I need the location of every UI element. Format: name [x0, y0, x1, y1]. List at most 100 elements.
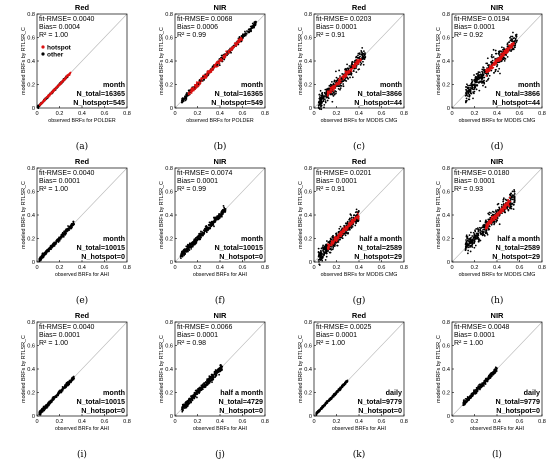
point-other: [468, 93, 471, 96]
fit-rmse: fit-RMSE= 0.0180: [454, 170, 510, 177]
point-other: [326, 88, 328, 90]
point-other: [480, 232, 482, 235]
point-other: [319, 253, 321, 255]
point-other: [473, 246, 476, 249]
point-hotspot: [240, 39, 242, 41]
x-axis-label: observed BRFs for POLDER: [186, 118, 254, 124]
hotspot-points: [484, 41, 515, 77]
panel-title: Red: [352, 3, 367, 12]
point-other: [477, 230, 480, 233]
point-other: [471, 242, 474, 245]
scatter-panel: NIR 0 0.2 0.4 0.6 0.8 0 0.2 0.4 0.6 0.8 observed BR…: [138, 0, 277, 153]
point-hotspot: [352, 221, 355, 224]
point-other: [362, 56, 365, 59]
point-other: [488, 213, 491, 216]
point-hotspot: [345, 74, 348, 77]
point-other: [355, 222, 357, 225]
bias: Bias= 0.0006: [177, 24, 218, 31]
point-other: [249, 27, 251, 30]
bias: Bias= 0.0001: [454, 24, 495, 31]
point-other: [324, 88, 327, 91]
y-tick-label: 0: [170, 106, 173, 112]
n-total: N_total=10015: [76, 397, 125, 406]
point-other: [362, 57, 365, 60]
x-tick-label: 0.8: [123, 265, 131, 271]
point-other: [196, 238, 199, 241]
point-other: [512, 37, 515, 40]
point-hotspot: [345, 72, 348, 75]
point-other: [324, 100, 327, 103]
period-label: month: [103, 234, 125, 243]
point-other: [486, 57, 489, 60]
period-label: half a month: [359, 234, 402, 243]
point-hotspot: [351, 220, 354, 223]
point-other: [331, 248, 334, 251]
point-other: [215, 217, 218, 219]
point-other: [319, 255, 321, 258]
x-tick-label: 0.4: [355, 265, 363, 271]
point-other: [244, 30, 246, 33]
point-other: [481, 76, 484, 79]
x-axis-label: observed BRFs for AHI: [55, 272, 109, 278]
point-other: [43, 406, 46, 409]
point-hotspot: [69, 72, 71, 75]
x-tick-label: 0.6: [378, 265, 386, 271]
point-other: [468, 84, 471, 87]
y-tick-label: 0.4: [27, 367, 35, 373]
point-other: [336, 244, 339, 247]
point-other: [505, 199, 508, 202]
point-hotspot: [50, 92, 53, 95]
point-hotspot: [327, 247, 330, 250]
y-tick-label: 0.8: [304, 12, 312, 18]
point-other: [335, 80, 338, 82]
point-other: [252, 25, 255, 28]
point-other: [220, 212, 223, 215]
point-other: [222, 205, 225, 207]
point-hotspot: [351, 218, 354, 221]
y-tick-label: 0.6: [165, 36, 173, 42]
panel-caption: (c): [353, 141, 365, 152]
x-tick-label: 0: [35, 419, 38, 425]
x-tick-label: 0.4: [78, 419, 86, 425]
x-tick-label: 0.8: [538, 265, 546, 271]
point-hotspot: [199, 82, 202, 85]
point-hotspot: [204, 76, 207, 78]
point-other: [339, 84, 342, 87]
point-other: [515, 35, 518, 38]
point-hotspot: [222, 56, 224, 58]
point-other: [332, 245, 334, 248]
point-other: [502, 198, 505, 201]
point-hotspot: [225, 50, 228, 53]
point-hotspot: [510, 45, 512, 48]
point-other: [187, 244, 189, 247]
y-axis-label: modeled BRFs by RTLSR_C: [436, 27, 442, 95]
point-other: [187, 89, 190, 92]
x-tick-label: 0.4: [216, 265, 224, 271]
point-other: [473, 74, 475, 76]
point-other: [494, 49, 497, 52]
point-other: [66, 384, 69, 387]
point-other: [355, 71, 358, 74]
point-other: [510, 205, 513, 208]
point-other: [471, 246, 474, 248]
point-other: [317, 104, 320, 107]
panel-title: NIR: [214, 311, 228, 320]
point-other: [40, 410, 43, 413]
hotspot-points: [38, 71, 72, 107]
point-other: [474, 244, 477, 247]
point-other: [475, 237, 478, 240]
point-other: [498, 223, 501, 226]
y-axis-label: modeled BRFs by RTLSR_C: [159, 27, 165, 95]
point-other: [247, 30, 250, 33]
point-hotspot: [334, 237, 337, 240]
point-hotspot: [345, 225, 348, 228]
point-other: [337, 231, 340, 234]
x-axis-label: observed BRFs for MODIS CMG: [321, 272, 398, 278]
y-tick-label: 0.6: [27, 190, 35, 196]
point-other: [48, 250, 50, 253]
x-tick-label: 0.2: [471, 111, 479, 117]
y-tick-label: 0.2: [165, 83, 173, 89]
point-other: [514, 39, 517, 42]
point-other: [479, 80, 481, 83]
